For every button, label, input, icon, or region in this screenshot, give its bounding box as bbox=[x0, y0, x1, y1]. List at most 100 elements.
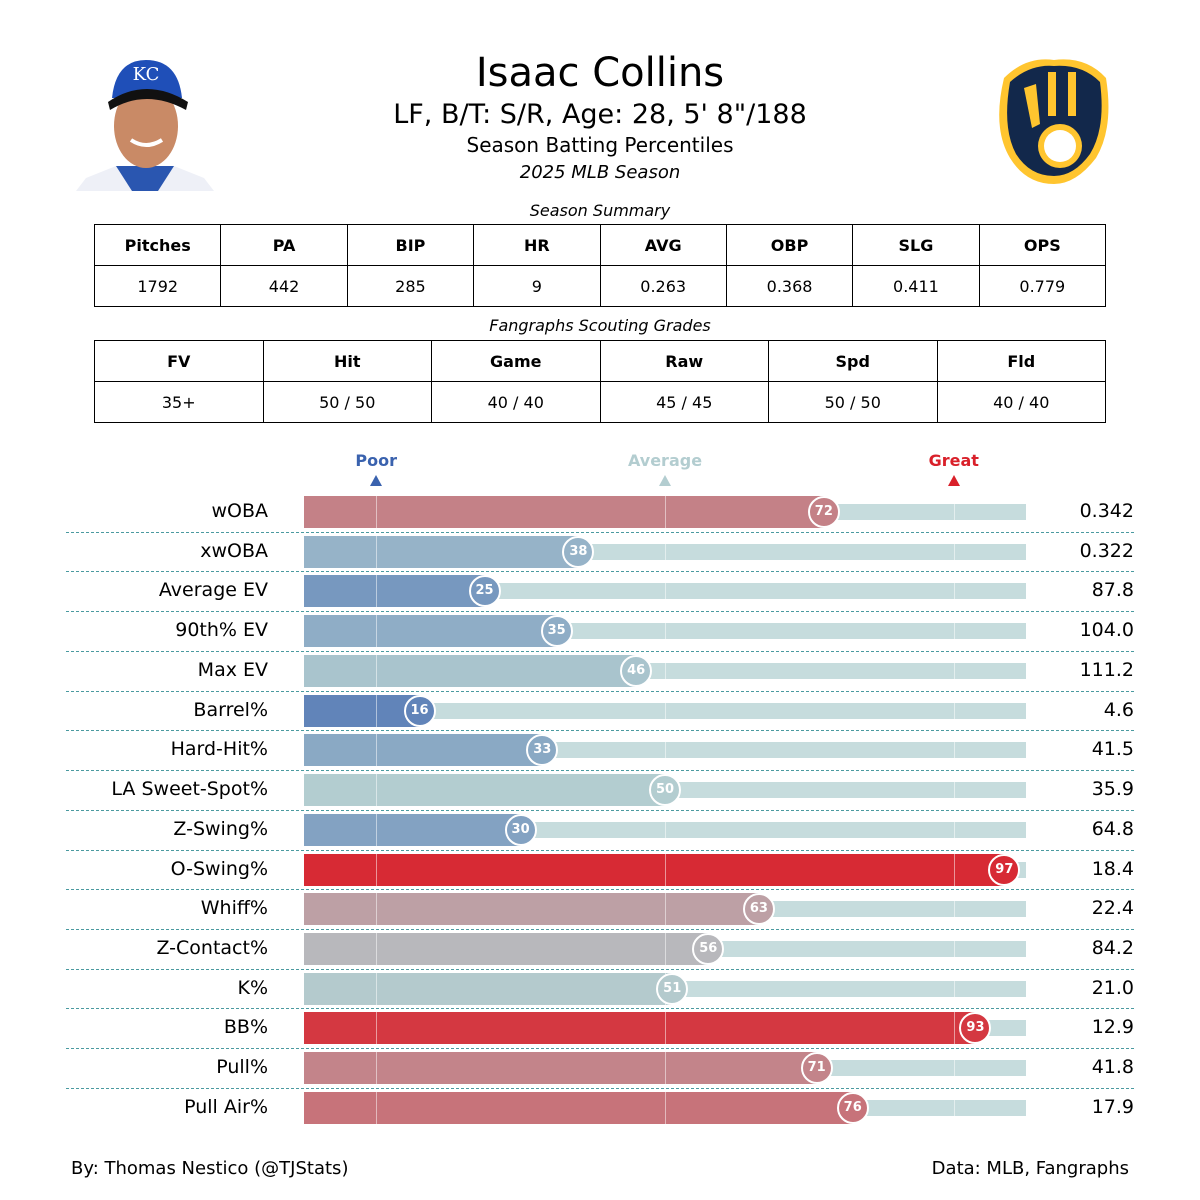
metric-label: Whiff% bbox=[200, 897, 268, 920]
gridline bbox=[665, 813, 666, 846]
row-separator bbox=[66, 730, 1134, 732]
metric-value: 4.6 bbox=[1103, 698, 1134, 721]
row-separator bbox=[66, 849, 1134, 851]
percentile-bar bbox=[304, 853, 1005, 886]
percentile-bar bbox=[304, 734, 543, 767]
row-separator bbox=[66, 968, 1134, 970]
metric-value: 64.8 bbox=[1091, 817, 1134, 840]
row-separator bbox=[66, 690, 1134, 692]
marker-label-average: Average bbox=[627, 451, 703, 470]
summary-cell: AVG bbox=[599, 224, 727, 266]
gridline bbox=[953, 615, 955, 648]
gridline bbox=[665, 654, 666, 687]
row-separator bbox=[66, 889, 1134, 891]
percentile-bar bbox=[304, 654, 637, 687]
gridline bbox=[953, 654, 955, 687]
percentile-bar bbox=[304, 1091, 853, 1124]
metric-value: 22.4 bbox=[1091, 897, 1134, 920]
marker-label-great: Great bbox=[928, 451, 979, 470]
percentile-badge: 76 bbox=[836, 1091, 869, 1124]
gridline bbox=[953, 575, 955, 608]
row-separator bbox=[66, 1008, 1134, 1010]
player-headshot: KC bbox=[76, 58, 214, 191]
percentile-badge: 97 bbox=[988, 853, 1021, 886]
percentile-badge: 56 bbox=[692, 933, 725, 966]
metric-value: 111.2 bbox=[1079, 658, 1134, 681]
marker-triangle-icon bbox=[659, 475, 671, 486]
gridline bbox=[953, 774, 955, 807]
player-name: Isaac Collins bbox=[475, 50, 725, 96]
grades-table: FV Hit Game Raw Spd Fld 35+ 50 / 50 40 / 40 45 / … bbox=[94, 340, 1106, 423]
gridline bbox=[665, 853, 666, 886]
metric-label: Z-Contact% bbox=[156, 937, 268, 960]
percentile-badge: 25 bbox=[468, 575, 501, 608]
footer-source: Data: MLB, Fangraphs bbox=[931, 1158, 1129, 1179]
metric-label: Z-Swing% bbox=[173, 817, 268, 840]
metric-label: Pull% bbox=[216, 1056, 268, 1079]
grade-cell: 40 / 40 bbox=[936, 381, 1106, 423]
summary-cell: PA bbox=[220, 224, 348, 266]
summary-cell: Pitches bbox=[93, 224, 222, 266]
metric-value: 87.8 bbox=[1091, 579, 1134, 602]
metric-label: O-Swing% bbox=[170, 857, 268, 880]
grade-cell: Hit bbox=[262, 340, 432, 382]
summary-cell: 442 bbox=[220, 265, 348, 307]
row-separator bbox=[66, 1087, 1134, 1089]
percentile-bar bbox=[304, 694, 420, 727]
gridline bbox=[376, 615, 378, 648]
summary-cell: 0.779 bbox=[978, 265, 1107, 307]
grade-cell: Game bbox=[431, 340, 601, 382]
row-separator bbox=[66, 770, 1134, 772]
percentile-badge: 71 bbox=[800, 1052, 833, 1085]
percentile-badge: 33 bbox=[526, 734, 559, 767]
season: 2025 MLB Season bbox=[519, 162, 681, 183]
percentile-badge: 46 bbox=[620, 654, 653, 687]
marker-triangle-icon bbox=[947, 475, 960, 486]
row-separator bbox=[66, 531, 1134, 533]
summary-cell: 9 bbox=[473, 265, 601, 307]
gridline bbox=[376, 1012, 378, 1045]
row-separator bbox=[66, 611, 1134, 613]
metric-label: Average EV bbox=[158, 579, 268, 602]
metric-value: 0.322 bbox=[1079, 539, 1134, 562]
gridline bbox=[376, 535, 378, 568]
grade-cell: 50 / 50 bbox=[262, 381, 432, 423]
percentile-badge: 50 bbox=[649, 774, 681, 807]
row-separator bbox=[66, 809, 1134, 811]
row-separator bbox=[66, 650, 1134, 652]
percentile-badge: 51 bbox=[656, 972, 689, 1005]
summary-cell: OBP bbox=[725, 224, 854, 266]
gridline bbox=[665, 1012, 666, 1045]
gridline bbox=[953, 893, 955, 926]
metric-label: Pull Air% bbox=[184, 1095, 268, 1118]
metric-value: 12.9 bbox=[1091, 1016, 1134, 1039]
percentile-bar bbox=[304, 1012, 976, 1045]
percentile-bar bbox=[304, 893, 759, 926]
gridline bbox=[665, 734, 666, 767]
metric-value: 0.342 bbox=[1079, 500, 1134, 522]
svg-text:KC: KC bbox=[133, 64, 160, 85]
gridline bbox=[665, 893, 666, 926]
gridline bbox=[376, 972, 378, 1005]
gridline bbox=[376, 694, 378, 727]
percentile-bar bbox=[304, 972, 673, 1005]
grade-cell: Spd bbox=[768, 340, 938, 382]
metric-label: BB% bbox=[223, 1016, 268, 1039]
percentile-bar bbox=[304, 933, 709, 966]
row-separator bbox=[66, 929, 1134, 931]
gridline bbox=[376, 575, 378, 608]
metric-value: 84.2 bbox=[1091, 937, 1134, 960]
gridline bbox=[665, 1091, 666, 1124]
gridline bbox=[376, 654, 378, 687]
metric-label: wOBA bbox=[211, 500, 268, 522]
metric-value: 41.8 bbox=[1091, 1056, 1134, 1079]
marker-triangle-icon bbox=[370, 475, 383, 486]
gridline bbox=[953, 496, 955, 528]
percentile-bar bbox=[304, 496, 824, 528]
grades-caption: Fangraphs Scouting Grades bbox=[489, 316, 711, 335]
gridline bbox=[376, 933, 378, 966]
summary-cell: 0.411 bbox=[852, 265, 980, 307]
footer-credit: By: Thomas Nestico (@TJStats) bbox=[71, 1158, 349, 1179]
gridline bbox=[376, 774, 378, 807]
metric-value: 35.9 bbox=[1091, 778, 1134, 801]
